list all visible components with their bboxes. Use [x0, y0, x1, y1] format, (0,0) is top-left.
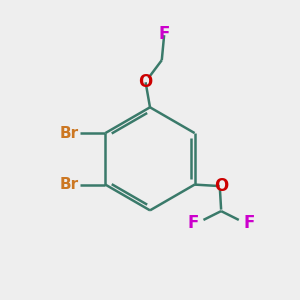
Text: O: O — [214, 177, 228, 195]
Text: Br: Br — [60, 177, 79, 192]
Text: O: O — [139, 73, 153, 91]
Text: F: F — [158, 25, 170, 43]
Text: F: F — [188, 214, 199, 232]
Text: Br: Br — [60, 126, 79, 141]
Text: F: F — [243, 214, 255, 232]
